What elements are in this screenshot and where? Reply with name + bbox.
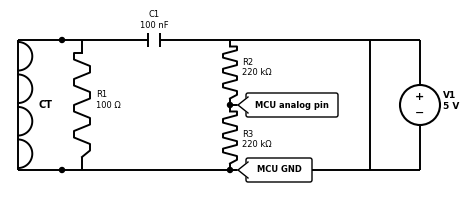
Text: +: + — [415, 92, 425, 102]
Text: MCU analog pin: MCU analog pin — [255, 101, 329, 109]
Circle shape — [228, 102, 233, 108]
Polygon shape — [238, 97, 248, 113]
Text: C1
100 nF: C1 100 nF — [140, 10, 168, 30]
Circle shape — [60, 168, 64, 172]
FancyBboxPatch shape — [246, 93, 338, 117]
Text: R1
100 Ω: R1 100 Ω — [96, 90, 121, 110]
Text: V1
5 V: V1 5 V — [443, 91, 459, 111]
Text: −: − — [415, 108, 425, 118]
Polygon shape — [238, 162, 248, 178]
Text: R3
220 kΩ: R3 220 kΩ — [242, 130, 272, 149]
Circle shape — [60, 38, 64, 42]
Text: R2
220 kΩ: R2 220 kΩ — [242, 58, 272, 77]
Text: CT: CT — [38, 100, 52, 110]
Circle shape — [228, 168, 233, 172]
Text: MCU GND: MCU GND — [256, 165, 301, 175]
FancyBboxPatch shape — [246, 158, 312, 182]
